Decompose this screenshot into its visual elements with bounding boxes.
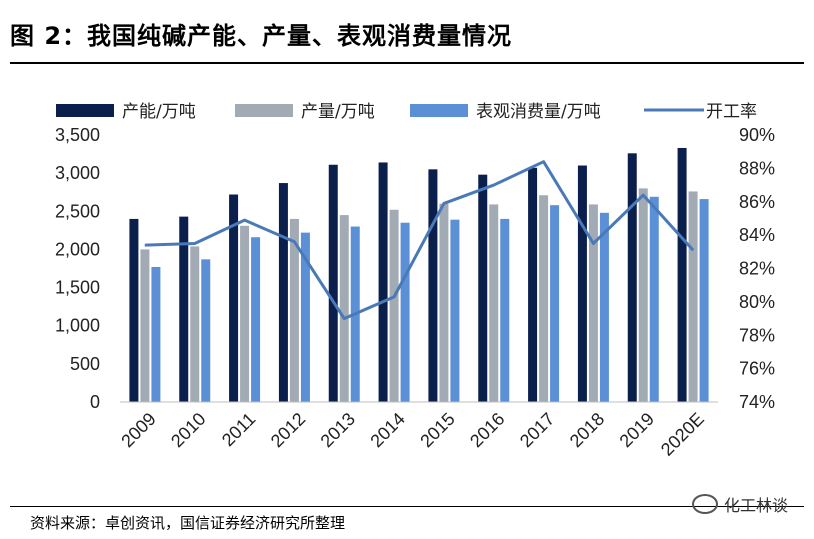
bar-series2-2012 <box>289 218 299 402</box>
watermark-text: 化工林谈 <box>723 496 788 515</box>
bar-series2-2009 <box>140 249 150 402</box>
line-point-2017 <box>543 161 545 163</box>
x-tick-label: 2018 <box>566 409 608 451</box>
bar-series3-2011 <box>251 237 261 402</box>
line-point-2016 <box>493 184 495 186</box>
legend-swatch <box>235 104 293 117</box>
watermark: 化工林谈 <box>691 492 788 516</box>
bar-series3-2017 <box>550 205 560 402</box>
y-left-tick-label: 2,500 <box>55 201 100 221</box>
bar-series2-2018 <box>588 204 598 402</box>
legend-label: 产能/万吨 <box>122 102 196 122</box>
bar-series2-2011 <box>240 225 250 402</box>
bar-series1-2018 <box>577 165 587 402</box>
bar-series2-2016 <box>489 204 499 402</box>
bar-series3-2018 <box>599 212 609 402</box>
x-tick-label: 2015 <box>416 409 458 451</box>
bar-series3-2012 <box>300 232 310 402</box>
line-point-2019 <box>642 194 644 196</box>
line-point-2013 <box>343 318 345 320</box>
line-point-2010 <box>194 242 196 244</box>
y-left-tick-label: 3,500 <box>55 125 100 145</box>
figure-title: 图 2：我国纯碱产能、产量、表观消费量情况 <box>10 22 513 50</box>
x-tick-label: 2016 <box>466 409 508 451</box>
source-note: 资料来源：卓创资讯，国信证券经济研究所整理 <box>30 514 346 532</box>
y-right-tick-label: 78% <box>739 325 775 345</box>
bar-series1-2016 <box>478 174 488 402</box>
y-left-tick-label: 500 <box>70 354 100 374</box>
line-point-2009 <box>144 244 146 246</box>
bar-series1-2017 <box>528 167 538 402</box>
bar-series2-2014 <box>389 209 399 402</box>
bar-series1-2011 <box>229 194 239 402</box>
x-tick-label: 2019 <box>616 409 658 451</box>
x-tick-label: 2017 <box>516 409 558 451</box>
y-left-tick-label: 0 <box>90 392 100 412</box>
bar-series2-2017 <box>539 195 549 402</box>
bar-series3-2014 <box>400 222 410 402</box>
line-point-2018 <box>592 242 594 244</box>
bar-series1-2020E <box>677 147 687 402</box>
line-series-utilization <box>144 160 695 321</box>
line-point-2015 <box>443 202 445 204</box>
x-tick-label: 2011 <box>218 409 260 451</box>
y-left-tick-label: 2,000 <box>55 239 100 259</box>
y-left-tick-label: 1,000 <box>55 316 100 336</box>
y-right-tick-label: 86% <box>739 192 775 212</box>
x-tick-label: 2020E <box>657 409 708 460</box>
x-tick-label: 2014 <box>366 409 408 451</box>
x-tick-label: 2013 <box>317 409 359 451</box>
bar-series1-2013 <box>328 164 338 402</box>
y-right-tick-label: 76% <box>739 359 775 379</box>
bar-series2-2010 <box>190 246 200 402</box>
y-right-tick-label: 90% <box>739 125 775 145</box>
bar-series3-2019 <box>649 196 659 402</box>
bar-series2-2015 <box>439 203 449 402</box>
bar-series3-2020E <box>699 199 709 402</box>
bar-series3-2009 <box>151 266 161 402</box>
legend-label: 表观消费量/万吨 <box>476 102 601 122</box>
y-right-tick-label: 84% <box>739 225 775 245</box>
y-right-tick-label: 74% <box>739 392 775 412</box>
line-point-2020E <box>692 249 694 251</box>
y-right-tick-label: 80% <box>739 292 775 312</box>
bar-series3-2010 <box>201 259 211 402</box>
source-rule <box>10 506 804 507</box>
bar-series1-2015 <box>428 169 438 402</box>
x-tick-label: 2009 <box>117 409 159 451</box>
y-left-tick-label: 1,500 <box>55 278 100 298</box>
bar-series1-2019 <box>627 153 637 402</box>
legend-label: 开工率 <box>706 102 757 122</box>
y-left-tick-label: 3,000 <box>55 163 100 183</box>
legend-swatch <box>410 104 468 117</box>
y-right-tick-label: 82% <box>739 259 775 279</box>
bar-series1-2014 <box>378 162 388 402</box>
legend-swatch <box>56 104 114 117</box>
bar-series3-2015 <box>450 219 460 402</box>
bar-series1-2009 <box>129 218 139 402</box>
bar-series2-2019 <box>638 188 648 402</box>
x-tick-label: 2010 <box>167 409 209 451</box>
wechat-logo-icon <box>691 494 718 514</box>
line-point-2012 <box>293 241 295 243</box>
bar-series2-2020E <box>688 191 698 402</box>
bar-series3-2016 <box>500 218 510 402</box>
y-right-tick-label: 88% <box>739 158 775 178</box>
x-tick-label: 2012 <box>267 409 309 451</box>
line-point-2014 <box>393 296 395 298</box>
bar-series1-2012 <box>278 183 288 402</box>
legend-label: 产量/万吨 <box>301 102 375 122</box>
bar-series2-2013 <box>339 215 349 402</box>
title-rule <box>10 62 804 64</box>
line-point-2011 <box>244 219 246 221</box>
bar-series1-2010 <box>179 216 189 402</box>
